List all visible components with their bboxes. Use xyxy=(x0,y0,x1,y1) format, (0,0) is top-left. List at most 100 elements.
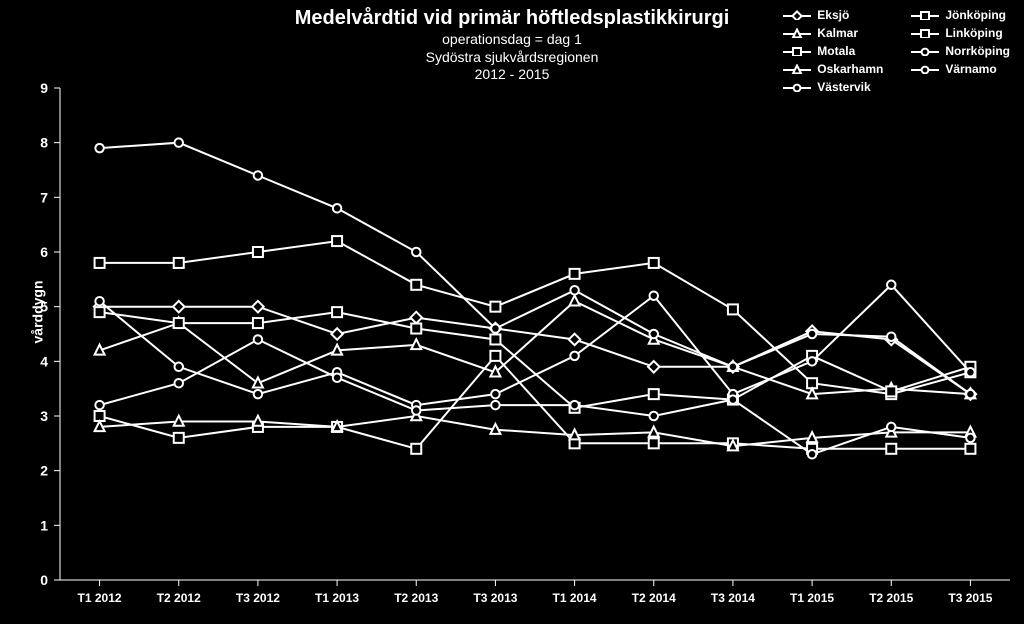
series-marker-norrköping xyxy=(808,357,817,366)
y-tick-label: 0 xyxy=(40,572,48,588)
series-marker-värnamo xyxy=(887,423,896,432)
series-marker-värnamo xyxy=(95,401,104,410)
x-tick-label: T3 2014 xyxy=(711,591,755,605)
series-marker-värnamo xyxy=(333,373,342,382)
series-marker-jönköping xyxy=(332,236,342,246)
series-marker-eksjö xyxy=(411,312,423,324)
series-line-kalmar xyxy=(100,301,971,394)
series-marker-värnamo xyxy=(729,395,738,404)
series-marker-jönköping xyxy=(728,304,738,314)
series-marker-norrköping xyxy=(650,291,659,300)
series-line-linköping xyxy=(100,356,971,449)
y-tick-label: 8 xyxy=(40,135,48,151)
chart-plot: 0123456789T1 2012T2 2012T3 2012T1 2013T2… xyxy=(0,0,1024,624)
x-tick-label: T3 2015 xyxy=(948,591,992,605)
series-marker-norrköping xyxy=(254,390,263,399)
series-marker-jönköping xyxy=(490,302,500,312)
series-marker-norrköping xyxy=(95,297,104,306)
series-line-värnamo xyxy=(100,340,971,455)
series-line-västervik xyxy=(100,143,971,394)
series-marker-västervik xyxy=(887,332,896,341)
series-marker-eksjö xyxy=(648,361,660,373)
x-tick-label: T2 2015 xyxy=(869,591,913,605)
series-marker-oskarhamn xyxy=(253,416,263,426)
x-tick-label: T1 2013 xyxy=(315,591,359,605)
series-marker-västervik xyxy=(966,390,975,399)
series-marker-västervik xyxy=(650,330,659,339)
series-marker-kalmar xyxy=(332,345,342,355)
series-marker-jönköping xyxy=(253,247,263,257)
series-marker-eksjö xyxy=(331,328,343,340)
x-tick-label: T3 2012 xyxy=(236,591,280,605)
series-marker-motala xyxy=(490,334,500,344)
series-marker-västervik xyxy=(412,248,421,257)
series-marker-norrköping xyxy=(570,352,579,361)
series-marker-värnamo xyxy=(650,412,659,421)
series-marker-norrköping xyxy=(966,368,975,377)
series-line-motala xyxy=(100,312,971,408)
series-marker-linköping xyxy=(490,351,500,361)
x-tick-label: T2 2013 xyxy=(394,591,438,605)
x-tick-label: T1 2015 xyxy=(790,591,834,605)
series-marker-linköping xyxy=(411,444,421,454)
series-marker-motala xyxy=(174,318,184,328)
series-marker-västervik xyxy=(491,324,500,333)
series-marker-jönköping xyxy=(174,258,184,268)
series-marker-västervik xyxy=(333,204,342,213)
series-marker-kalmar xyxy=(95,345,105,355)
series-marker-värnamo xyxy=(808,450,817,459)
series-marker-kalmar xyxy=(253,377,263,387)
series-marker-västervik xyxy=(95,144,104,153)
series-marker-värnamo xyxy=(254,335,263,344)
series-marker-eksjö xyxy=(252,301,263,313)
y-tick-label: 1 xyxy=(40,517,48,533)
series-marker-oskarhamn xyxy=(490,424,500,434)
series-marker-norrköping xyxy=(175,363,184,372)
y-tick-label: 4 xyxy=(40,353,48,369)
y-tick-label: 6 xyxy=(40,244,48,260)
series-marker-värnamo xyxy=(412,406,421,415)
series-marker-oskarhamn xyxy=(95,421,105,431)
series-line-jönköping xyxy=(100,241,971,394)
series-marker-värnamo xyxy=(570,401,579,410)
y-tick-label: 3 xyxy=(40,408,48,424)
series-marker-motala xyxy=(411,324,421,334)
series-marker-oskarhamn xyxy=(174,416,184,426)
x-tick-label: T3 2013 xyxy=(473,591,517,605)
series-marker-jönköping xyxy=(95,258,105,268)
series-marker-jönköping xyxy=(649,258,659,268)
series-marker-linköping xyxy=(965,444,975,454)
series-marker-västervik xyxy=(570,286,579,295)
y-tick-label: 9 xyxy=(40,80,48,96)
series-marker-kalmar xyxy=(570,295,580,305)
series-marker-norrköping xyxy=(887,281,896,290)
series-marker-jönköping xyxy=(570,269,580,279)
series-marker-kalmar xyxy=(807,388,817,398)
series-marker-jönköping xyxy=(411,280,421,290)
y-tick-label: 2 xyxy=(40,463,48,479)
x-tick-label: T1 2014 xyxy=(553,591,597,605)
series-marker-västervik xyxy=(254,171,263,180)
series-marker-motala xyxy=(95,307,105,317)
series-marker-värnamo xyxy=(966,434,975,443)
series-marker-linköping xyxy=(174,433,184,443)
series-marker-oskarhamn xyxy=(570,429,580,439)
series-marker-motala xyxy=(649,389,659,399)
y-tick-label: 5 xyxy=(40,299,48,315)
series-marker-värnamo xyxy=(491,401,500,410)
series-marker-eksjö xyxy=(173,301,185,313)
series-marker-kalmar xyxy=(411,339,421,349)
x-tick-label: T2 2014 xyxy=(632,591,676,605)
series-marker-eksjö xyxy=(569,334,581,346)
series-marker-oskarhamn xyxy=(649,427,659,437)
series-marker-linköping xyxy=(649,438,659,448)
series-marker-västervik xyxy=(175,138,184,147)
x-tick-label: T1 2012 xyxy=(78,591,122,605)
y-tick-label: 7 xyxy=(40,189,48,205)
series-marker-motala xyxy=(886,386,896,396)
series-marker-norrköping xyxy=(491,390,500,399)
series-marker-västervik xyxy=(808,330,817,339)
series-marker-motala xyxy=(332,307,342,317)
series-marker-linköping xyxy=(886,444,896,454)
series-marker-motala xyxy=(253,318,263,328)
